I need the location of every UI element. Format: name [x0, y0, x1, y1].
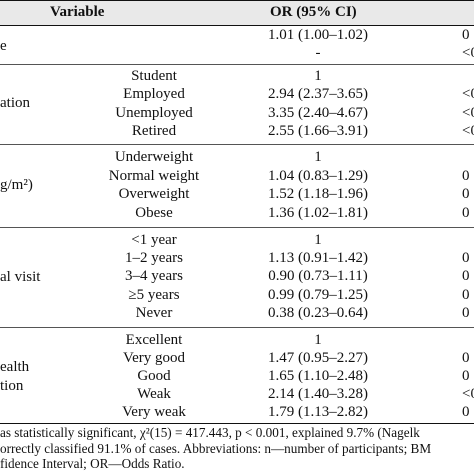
group-label-line2: tion — [0, 378, 24, 394]
p-value: 0 — [462, 368, 470, 384]
p-value: 0 — [462, 268, 470, 284]
or-value: 1.65 (1.10–2.48) — [268, 368, 368, 384]
category-label: Overweight — [118, 186, 190, 202]
footnote-line-2: orrectly classified 91.1% of cases. Abbr… — [0, 440, 432, 456]
or-value: 1.47 (0.95–2.27) — [268, 350, 368, 366]
or-value: 0.90 (0.73–1.11) — [268, 268, 368, 284]
table-header: Variable OR (95% CI) — [0, 0, 474, 26]
group-divider — [0, 327, 474, 328]
or-value: 1.04 (0.83–1.29) — [268, 168, 368, 184]
category-label: Excellent — [125, 332, 183, 348]
category-label: Retired — [131, 123, 177, 139]
or-value: 2.14 (1.40–3.28) — [268, 386, 368, 402]
or-value: 2.94 (2.37–3.65) — [268, 86, 368, 102]
group-label: ation — [0, 95, 30, 111]
category-label: Very good — [122, 350, 186, 366]
or-value: 1 — [314, 149, 322, 165]
or-value: 1 — [314, 68, 322, 84]
group-divider — [0, 64, 474, 65]
group-label: g/m²) — [0, 177, 33, 193]
header-variable: Variable — [50, 4, 105, 20]
or-value: 1.36 (1.02–1.81) — [268, 205, 368, 221]
category-label: Very weak — [122, 404, 186, 420]
p-value: 0 — [462, 186, 470, 202]
p-value: <0 — [462, 105, 474, 121]
p-value: <0 — [462, 45, 474, 61]
p-value: 0 — [462, 168, 470, 184]
header-or: OR (95% CI) — [270, 4, 357, 20]
p-value: 0 — [462, 350, 470, 366]
p-value: 0 — [462, 27, 470, 43]
group-divider — [0, 144, 474, 145]
category-label: <1 year — [131, 232, 177, 248]
or-value: 1.01 (1.00–1.02) — [268, 27, 368, 43]
or-value: 1.52 (1.18–1.96) — [268, 186, 368, 202]
p-value: 0 — [462, 205, 470, 221]
table-footnote: as statistically significant, χ²(15) = 4… — [0, 425, 474, 472]
category-label: Never — [135, 305, 173, 321]
category-label: Good — [137, 368, 171, 384]
or-value: 1.13 (0.91–1.42) — [268, 250, 368, 266]
p-value: <0 — [462, 86, 474, 102]
or-value: 1 — [314, 332, 322, 348]
category-label: Normal weight — [108, 168, 200, 184]
category-label: Student — [131, 68, 177, 84]
p-value: 0 — [462, 305, 470, 321]
category-label: 1–2 years — [125, 250, 183, 266]
category-label: Unemployed — [115, 105, 193, 121]
or-value: 0.99 (0.79–1.25) — [268, 287, 368, 303]
footnote-line-1: as statistically significant, χ²(15) = 4… — [0, 425, 420, 440]
p-value: 0 — [462, 404, 470, 420]
p-value: 0 — [462, 287, 470, 303]
group-label: e — [0, 38, 7, 54]
or-value: - — [315, 45, 321, 61]
group-label: ealth — [0, 359, 30, 375]
or-value: 3.35 (2.40–4.67) — [268, 105, 368, 121]
category-label: ≥5 years — [128, 287, 180, 303]
p-value: 0 — [462, 250, 470, 266]
group-label: al visit — [0, 269, 41, 285]
p-value: <0 — [462, 123, 474, 139]
category-label: Obese — [135, 205, 173, 221]
or-value: 2.55 (1.66–3.91) — [268, 123, 368, 139]
category-label: Employed — [123, 86, 185, 102]
table-bottom-rule — [0, 423, 474, 424]
or-value: 1.79 (1.13–2.82) — [268, 404, 368, 420]
category-label: 3–4 years — [125, 268, 183, 284]
p-value: <0 — [462, 386, 474, 402]
or-value: 1 — [314, 232, 322, 248]
footnote-line-3: fidence Interval; OR—Odds Ratio. — [0, 456, 185, 471]
group-divider — [0, 227, 474, 228]
category-label: Weak — [137, 386, 171, 402]
or-value: 0.38 (0.23–0.64) — [268, 305, 368, 321]
category-label: Underweight — [114, 149, 194, 165]
